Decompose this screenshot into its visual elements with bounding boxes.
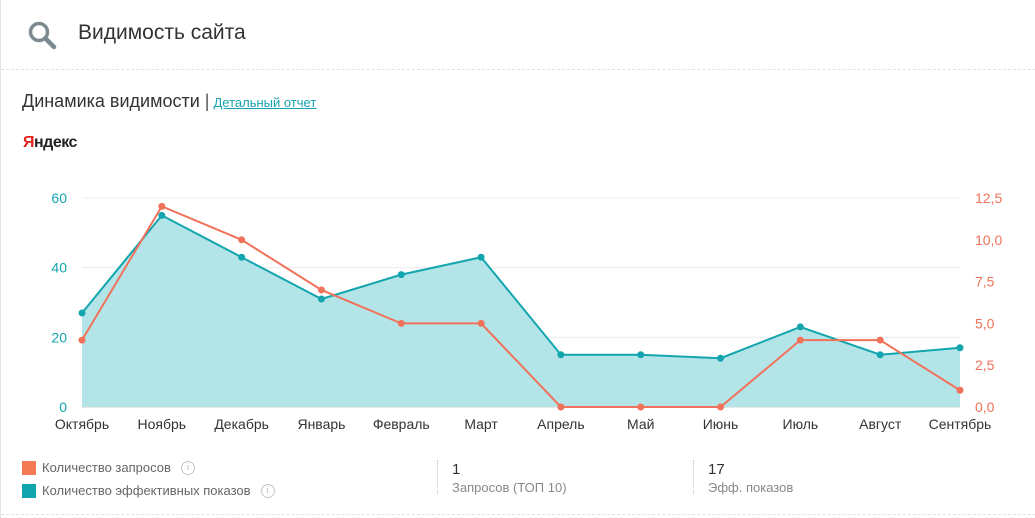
right-tick-label: 12,5 [975, 190, 1002, 206]
search-icon [28, 21, 57, 50]
impressions-point [158, 211, 166, 219]
impressions-point [956, 344, 964, 352]
queries-point [796, 336, 804, 344]
queries-point [956, 386, 964, 394]
x-tick-label: Февраль [373, 416, 430, 432]
right-axis: 0,0 2,5 5,0 7,5 10,0 12,5 [975, 190, 1002, 415]
impressions-point [477, 253, 485, 261]
right-tick-label: 7,5 [975, 274, 995, 290]
section-heading: Динамика видимости | Детальный отчет [22, 91, 316, 112]
queries-point [717, 403, 725, 411]
queries-line [81, 205, 961, 408]
legend-label: Количество эффективных показов [42, 483, 251, 498]
impressions-point [397, 271, 405, 279]
x-tick-label: Январь [297, 416, 345, 432]
left-tick-label: 0 [59, 399, 67, 415]
yandex-logo: Яндекс [23, 134, 77, 151]
x-tick-label: Август [859, 416, 902, 432]
x-tick-label: Октябрь [55, 416, 109, 432]
chart-points [78, 202, 964, 411]
right-tick-label: 2,5 [975, 357, 995, 373]
queries-point [78, 336, 86, 344]
stat-value: 17 [708, 461, 725, 478]
x-tick-label: Июль [783, 416, 819, 432]
section-title: Динамика видимости [22, 91, 200, 111]
queries-point [637, 403, 645, 411]
legend-swatch-teal [22, 483, 36, 498]
right-tick-label: 5,0 [975, 315, 995, 331]
page-title: Видимость сайта [78, 21, 246, 44]
impressions-point [557, 351, 565, 359]
impressions-point [637, 351, 645, 359]
x-tick-label: Май [627, 416, 654, 432]
stat-value: 1 [452, 461, 461, 478]
card-header: Видимость сайта [1, 0, 1035, 70]
impressions-point [717, 354, 725, 362]
stat-label: Эфф. показов [708, 480, 794, 495]
x-tick-label: Ноябрь [138, 416, 187, 432]
impressions-area [82, 215, 960, 407]
queries-point [397, 319, 405, 327]
stat-label: Запросов (ТОП 10) [452, 480, 567, 495]
left-tick-label: 20 [51, 329, 67, 345]
stat-effective-impressions: 17 Эфф. показов [693, 460, 794, 495]
right-tick-label: 10,0 [975, 232, 1002, 248]
info-icon[interactable]: i [180, 460, 195, 475]
impressions-point [796, 323, 804, 331]
impressions-point [876, 351, 884, 359]
queries-point [238, 236, 246, 244]
legend-item-impressions[interactable]: Количество эффективных показов i [22, 479, 275, 502]
stat-top10-queries: 1 Запросов (ТОП 10) [437, 460, 567, 495]
right-tick-label: 0,0 [975, 399, 995, 415]
queries-point [477, 319, 485, 327]
chart-legend: Количество запросов i Количество эффекти… [22, 456, 275, 502]
visibility-chart: 0 20 40 60 0,0 2,5 5,0 7,5 10,0 12,5 Октябрь Нояб… [51, 190, 1002, 432]
info-icon[interactable]: i [260, 483, 275, 498]
x-tick-label: Апрель [537, 416, 585, 432]
x-tick-label: Сентябрь [929, 416, 992, 432]
x-axis: Октябрь Ноябрь Декабрь Январь Февраль Март Апр… [55, 416, 992, 432]
queries-point [876, 336, 884, 344]
legend-label: Количество запросов [42, 460, 171, 475]
detailed-report-link[interactable]: Детальный отчет [213, 95, 317, 110]
x-tick-label: Декабрь [214, 416, 269, 432]
left-tick-label: 60 [51, 190, 67, 206]
x-tick-label: Март [464, 416, 498, 432]
queries-point [317, 286, 325, 294]
legend-item-queries[interactable]: Количество запросов i [22, 456, 275, 479]
queries-point [557, 403, 565, 411]
left-axis: 0 20 40 60 [51, 190, 67, 415]
impressions-line [81, 214, 961, 360]
queries-point [158, 202, 166, 210]
impressions-point [317, 295, 325, 303]
legend-swatch-orange [22, 460, 36, 475]
bottom-divider [1, 514, 1035, 515]
impressions-point [238, 253, 246, 261]
left-tick-label: 40 [51, 260, 67, 276]
x-tick-label: Июнь [703, 416, 739, 432]
impressions-point [78, 309, 86, 317]
title-separator: | [204, 91, 210, 111]
